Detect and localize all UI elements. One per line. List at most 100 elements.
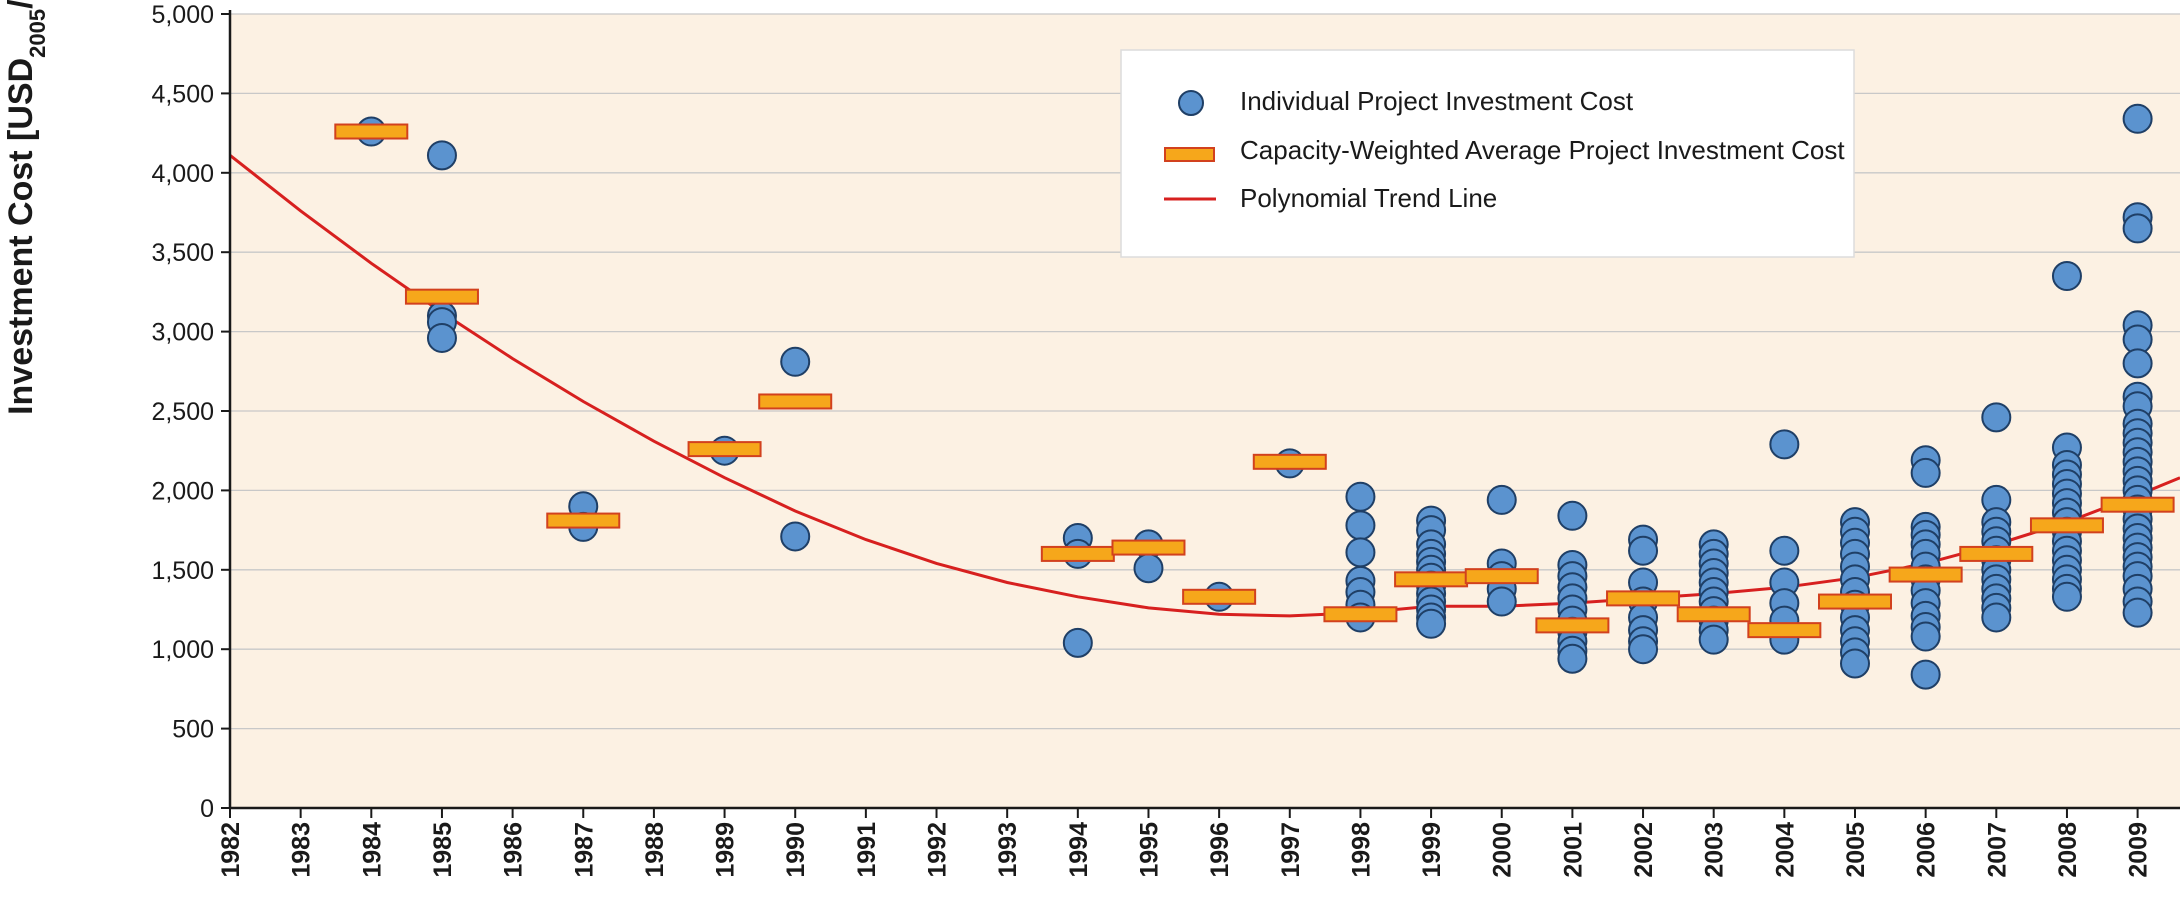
trend-line-layer xyxy=(229,154,2180,618)
trend-line xyxy=(229,154,2180,618)
project-point xyxy=(1981,602,2012,633)
x-tick-label: 2008 xyxy=(2054,822,2082,878)
y-axis-label-sub: 2005 xyxy=(25,9,50,58)
average-bar xyxy=(1323,606,1398,623)
project-point xyxy=(2051,261,2082,292)
project-point xyxy=(1557,643,1588,674)
x-tick-label: 1987 xyxy=(570,822,598,878)
average-bar xyxy=(2100,496,2175,513)
x-tick-label: 1999 xyxy=(1418,822,1446,878)
project-point xyxy=(1769,429,1800,460)
average-bar xyxy=(1182,588,1257,605)
average-bar xyxy=(687,441,762,458)
project-point xyxy=(1910,457,1941,488)
project-point xyxy=(2122,213,2153,244)
x-tick-label: 1997 xyxy=(1277,822,1305,878)
project-point xyxy=(426,140,457,171)
y-tick-label: 1,000 xyxy=(151,636,214,664)
x-tick-label: 1990 xyxy=(782,822,810,878)
project-point xyxy=(1628,634,1659,665)
legend-average-marker xyxy=(1164,147,1215,162)
project-point xyxy=(1345,481,1376,512)
average-bar xyxy=(1464,568,1539,585)
x-tick-label: 2000 xyxy=(1489,822,1517,878)
average-bar xyxy=(1747,622,1822,639)
y-tick-label: 2,500 xyxy=(151,398,214,426)
y-axis-label: Investment Cost [USD2005/kW] xyxy=(2,0,50,415)
y-axis-label-unit: /kW] xyxy=(2,0,40,9)
project-point xyxy=(1628,535,1659,566)
x-tick-label: 1994 xyxy=(1065,822,1093,878)
axes xyxy=(228,10,2180,810)
y-tick-label: 4,500 xyxy=(151,80,214,108)
legend-label-projects: Individual Project Investment Cost xyxy=(1240,86,1634,116)
x-tick-label: 1982 xyxy=(217,822,245,878)
y-tick-label: 5,000 xyxy=(151,1,214,29)
x-tick-label: 2004 xyxy=(1771,822,1799,878)
project-point xyxy=(780,521,811,552)
x-tick-label: 1989 xyxy=(712,822,740,878)
x-tick-label: 1984 xyxy=(358,822,386,878)
average-bar xyxy=(1676,606,1751,623)
project-point xyxy=(2122,597,2153,628)
project-point xyxy=(2122,103,2153,134)
x-tick-label: 2009 xyxy=(2125,822,2153,878)
legend-label-trend: Polynomial Trend Line xyxy=(1240,183,1497,213)
average-bar xyxy=(2029,517,2104,534)
x-tick-label: 1983 xyxy=(288,822,316,878)
y-tick-label: 4,000 xyxy=(151,160,214,188)
average-bar xyxy=(1040,545,1115,562)
average-bar xyxy=(1394,571,1469,588)
project-point xyxy=(1910,659,1941,690)
project-point xyxy=(1557,500,1588,531)
project-point xyxy=(1345,510,1376,541)
project-point xyxy=(1981,402,2012,433)
x-tick-label: 1992 xyxy=(924,822,952,878)
x-tick-label: 2002 xyxy=(1630,822,1658,878)
y-tick-label: 3,500 xyxy=(151,239,214,267)
x-tick-label: 1986 xyxy=(500,822,528,878)
average-bar xyxy=(1111,539,1186,556)
y-tick-label: 1,500 xyxy=(151,557,214,585)
x-tick-label: 1998 xyxy=(1347,822,1375,878)
x-tick-label: 2001 xyxy=(1559,822,1587,878)
project-point xyxy=(426,322,457,353)
legend-box xyxy=(1120,49,1855,258)
x-tick-label: 2005 xyxy=(1842,822,1870,878)
legend-label-averages: Capacity-Weighted Average Project Invest… xyxy=(1240,135,1845,165)
project-point xyxy=(2122,348,2153,379)
x-tick-label: 1985 xyxy=(429,822,457,878)
project-point xyxy=(1062,627,1093,658)
x-tick-label: 1991 xyxy=(853,822,881,878)
average-bar xyxy=(1959,545,2034,562)
project-point xyxy=(1486,484,1517,515)
legend: Individual Project Investment Cost Capac… xyxy=(1120,49,1855,258)
y-tick-label: 0 xyxy=(200,795,214,823)
x-tick-label: 2007 xyxy=(1983,822,2011,878)
x-tick-label: 1995 xyxy=(1135,822,1163,878)
average-bar xyxy=(546,512,621,529)
average-bar xyxy=(1252,453,1327,470)
project-point xyxy=(1416,608,1447,639)
x-tick-label: 2006 xyxy=(1913,822,1941,878)
project-point xyxy=(1345,537,1376,568)
y-axis-ticks: 0 500 1,000 1,500 2,000 2,500 3,000 3,500 4,000 4… xyxy=(151,1,230,823)
project-point xyxy=(2051,581,2082,612)
y-tick-label: 3,000 xyxy=(151,319,214,347)
project-point xyxy=(1769,535,1800,566)
x-tick-label: 1988 xyxy=(641,822,669,878)
x-axis-ticks: 1982 1983 1984 1985 1986 1987 1988 1989 1990 1991… xyxy=(217,808,2153,878)
project-point xyxy=(1840,648,1870,679)
project-point xyxy=(1910,621,1941,652)
average-bar xyxy=(1606,590,1681,607)
average-bar xyxy=(334,123,409,140)
x-tick-label: 1996 xyxy=(1206,822,1234,878)
project-point xyxy=(1486,586,1517,617)
y-tick-label: 2,000 xyxy=(151,477,214,505)
average-bar xyxy=(1888,566,1963,583)
y-tick-label: 500 xyxy=(172,716,214,744)
average-bars-layer xyxy=(334,123,2175,639)
project-point xyxy=(780,346,811,377)
project-point xyxy=(1133,553,1164,584)
